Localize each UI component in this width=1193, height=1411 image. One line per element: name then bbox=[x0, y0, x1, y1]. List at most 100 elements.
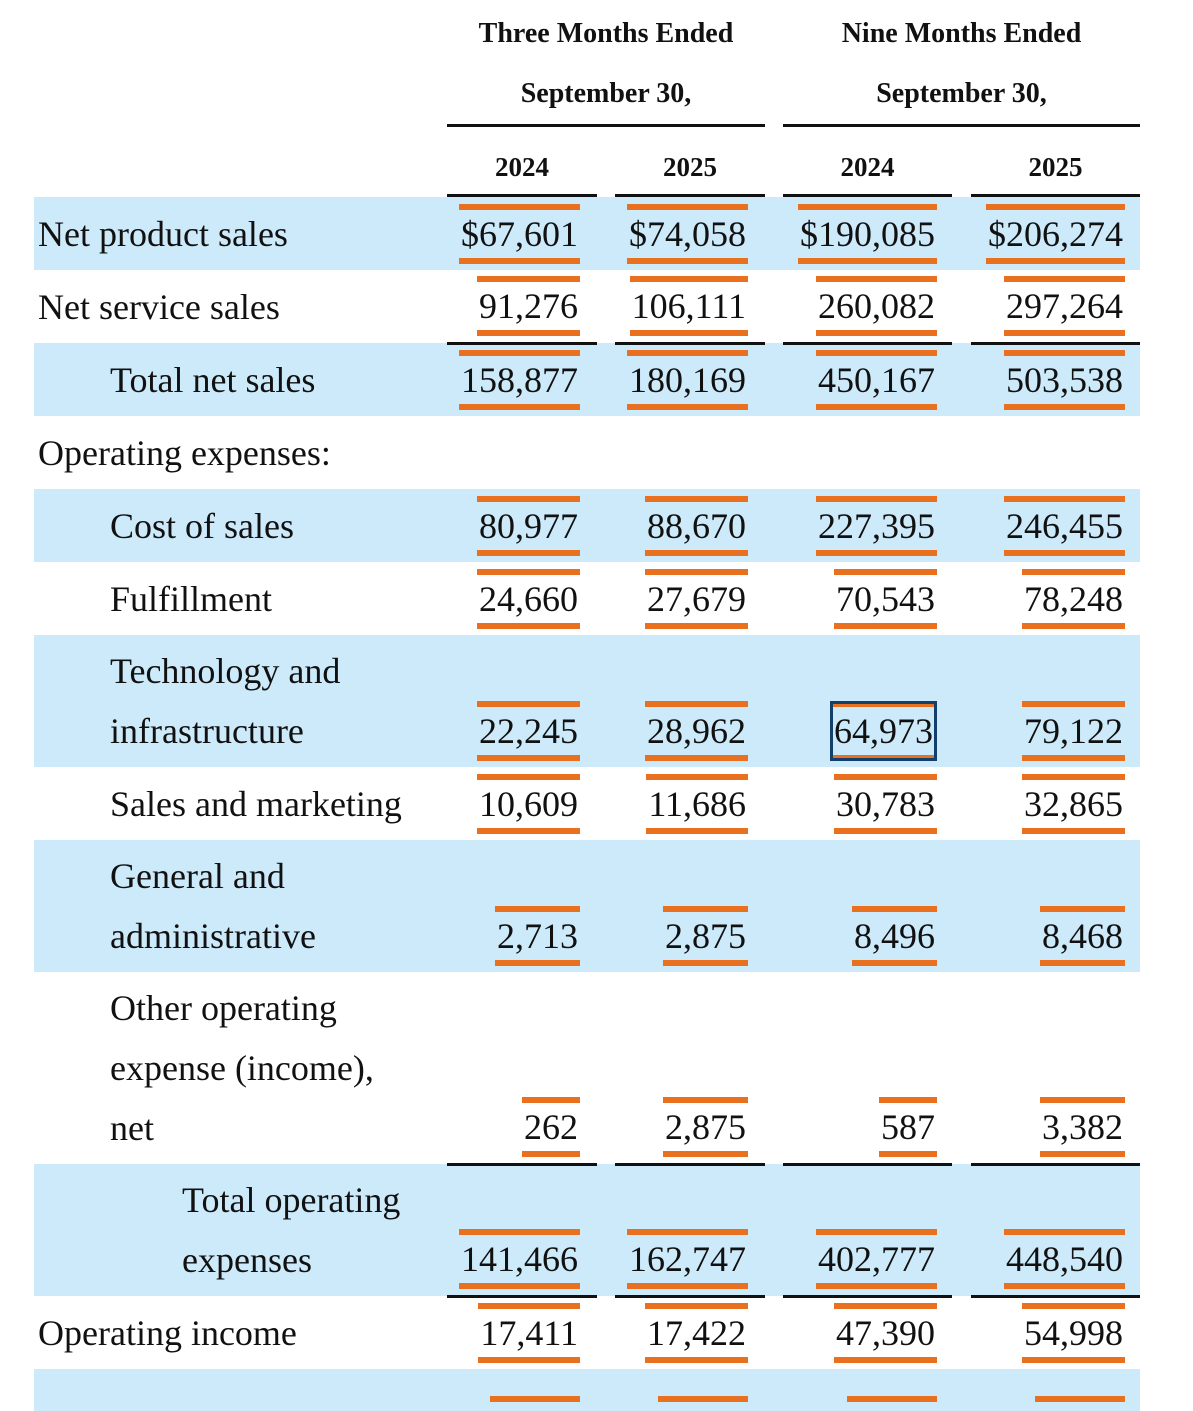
column-gap bbox=[597, 767, 615, 840]
value[interactable]: 180,169 bbox=[627, 350, 748, 410]
column-header-year: 2025 bbox=[615, 140, 765, 197]
column-gap bbox=[952, 972, 971, 1164]
value[interactable]: 80,977 bbox=[477, 496, 580, 556]
value-cell: 28,962 bbox=[615, 635, 765, 767]
value-cell: 8,496 bbox=[783, 840, 952, 972]
column-gap bbox=[597, 1296, 615, 1369]
value-cell: 227,395 bbox=[783, 489, 952, 562]
value-cell bbox=[615, 416, 765, 489]
row-label: Total operating expenses bbox=[34, 1164, 447, 1296]
column-gap bbox=[597, 270, 615, 343]
value[interactable]: 503,538 bbox=[1004, 350, 1125, 410]
column-gap bbox=[765, 840, 783, 972]
value[interactable]: 450,167 bbox=[816, 350, 937, 410]
value[interactable]: 141,466 bbox=[459, 1228, 580, 1289]
value[interactable]: 47,390 bbox=[834, 1303, 937, 1363]
row-label bbox=[34, 1369, 447, 1411]
value[interactable]: 88,670 bbox=[645, 496, 748, 556]
value[interactable]: 8,468 bbox=[1040, 906, 1125, 966]
value-cell: $67,601 bbox=[447, 197, 597, 270]
value-cell: $206,274 bbox=[971, 197, 1140, 270]
value[interactable]: 587 bbox=[879, 1096, 937, 1157]
value-cell: 2,875 bbox=[615, 972, 765, 1166]
value[interactable]: 24,660 bbox=[477, 569, 580, 629]
column-gap bbox=[597, 972, 615, 1164]
value[interactable]: $74,058 bbox=[627, 204, 748, 264]
table-row: General and administrative 2,713 2,875 8,496… bbox=[34, 840, 1140, 972]
value[interactable]: 22,245 bbox=[477, 701, 580, 761]
column-gap bbox=[952, 270, 971, 343]
value[interactable]: 11,686 bbox=[646, 774, 748, 834]
value[interactable]: 227,395 bbox=[816, 496, 937, 556]
value[interactable]: 448,540 bbox=[1004, 1228, 1125, 1289]
column-gap bbox=[952, 562, 971, 635]
value[interactable]: 32,865 bbox=[1022, 774, 1125, 834]
value[interactable]: 70,543 bbox=[834, 569, 937, 629]
table-row: Sales and marketing 10,609 11,686 30,783 32,… bbox=[34, 767, 1140, 840]
column-gap bbox=[765, 489, 783, 562]
value[interactable]: 30,783 bbox=[834, 774, 937, 834]
value-cell: 64,973 bbox=[783, 635, 952, 767]
row-label-line: Operating expenses: bbox=[38, 433, 331, 473]
value[interactable]: 17,422 bbox=[645, 1303, 748, 1363]
column-gap bbox=[597, 1369, 615, 1411]
row-label-line: General and bbox=[110, 856, 285, 896]
value-cell: 30,783 bbox=[783, 767, 952, 840]
value-cell: 17,422 bbox=[615, 1296, 765, 1369]
row-label-line: net bbox=[110, 1108, 154, 1148]
value[interactable]: 2,875 bbox=[663, 906, 748, 966]
divider bbox=[447, 124, 765, 127]
value[interactable]: 78,248 bbox=[1022, 569, 1125, 629]
value[interactable]: $190,085 bbox=[798, 204, 937, 264]
value[interactable]: 262 bbox=[522, 1096, 580, 1157]
value-cell: 260,082 bbox=[783, 270, 952, 345]
value[interactable]: 246,455 bbox=[1004, 496, 1125, 556]
value[interactable]: 28,962 bbox=[645, 701, 748, 761]
row-label-line: Technology and bbox=[110, 651, 341, 691]
column-gap bbox=[597, 1164, 615, 1296]
row-label-line: Net service sales bbox=[38, 287, 280, 327]
value-cell: 158,877 bbox=[447, 343, 597, 416]
row-label-line: Total net sales bbox=[110, 360, 316, 400]
value[interactable]: $67,601 bbox=[459, 204, 580, 264]
row-label: Net service sales bbox=[34, 270, 447, 343]
row-label: Cost of sales bbox=[34, 489, 447, 562]
value[interactable]: 2,713 bbox=[495, 906, 580, 966]
column-gap bbox=[952, 416, 971, 489]
value-cell bbox=[615, 1369, 765, 1411]
value[interactable]: 79,122 bbox=[1022, 701, 1125, 761]
row-label-line: expenses bbox=[182, 1240, 312, 1280]
value[interactable]: 106,111 bbox=[629, 275, 748, 336]
value[interactable]: 402,777 bbox=[816, 1228, 937, 1289]
value-cell: 27,679 bbox=[615, 562, 765, 635]
value-cell: 503,538 bbox=[971, 343, 1140, 416]
value[interactable]: 3,382 bbox=[1040, 1096, 1125, 1157]
value[interactable]: 10,609 bbox=[477, 774, 580, 834]
value[interactable]: 297,264 bbox=[1004, 275, 1125, 336]
column-header-year: 2025 bbox=[971, 140, 1140, 197]
value[interactable]: 162,747 bbox=[627, 1228, 748, 1289]
value[interactable]: 17,411 bbox=[478, 1303, 580, 1363]
value-cell: 262 bbox=[447, 972, 597, 1166]
column-gap bbox=[765, 1164, 783, 1296]
value[interactable]: 2,875 bbox=[663, 1096, 748, 1157]
selected-value[interactable]: 64,973 bbox=[830, 701, 937, 761]
value[interactable]: 91,276 bbox=[477, 275, 580, 336]
value[interactable]: 8,496 bbox=[852, 906, 937, 966]
value[interactable]: 27,679 bbox=[645, 569, 748, 629]
column-gap bbox=[597, 840, 615, 972]
table-row: Fulfillment 24,660 27,679 70,543 78,248 bbox=[34, 562, 1140, 635]
value[interactable]: 260,082 bbox=[816, 275, 937, 336]
group-title: Nine Months Ended bbox=[841, 18, 1082, 49]
column-gap bbox=[765, 197, 783, 270]
column-gap bbox=[765, 270, 783, 343]
column-gap bbox=[952, 767, 971, 840]
value[interactable]: 54,998 bbox=[1022, 1303, 1125, 1363]
column-gap bbox=[952, 1296, 971, 1369]
value-cell: 246,455 bbox=[971, 489, 1140, 562]
group-subtitle: September 30, bbox=[876, 78, 1047, 109]
value-cell: 402,777 bbox=[783, 1164, 952, 1298]
value-cell: 32,865 bbox=[971, 767, 1140, 840]
value[interactable]: 158,877 bbox=[459, 350, 580, 410]
value[interactable]: $206,274 bbox=[986, 204, 1125, 264]
